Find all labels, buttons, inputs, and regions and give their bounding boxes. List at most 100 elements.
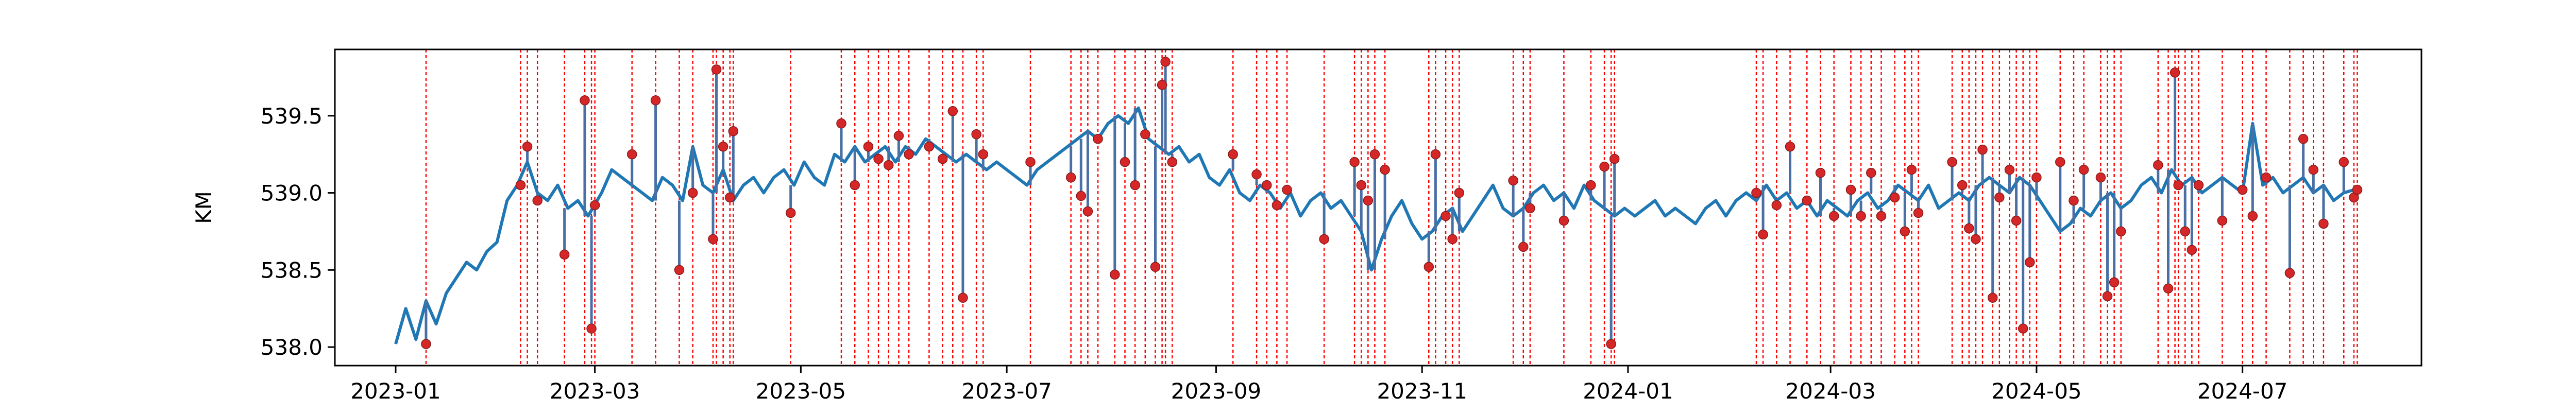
event-marker (1262, 181, 1272, 190)
event-marker (1610, 154, 1619, 164)
x-tick-label: 2023-01 (350, 378, 441, 404)
event-marker (1441, 211, 1450, 220)
event-marker (523, 142, 532, 151)
event-marker (1914, 208, 1923, 217)
event-marker (1161, 57, 1170, 66)
event-marker (1083, 206, 1092, 216)
event-marker (1947, 158, 1957, 167)
event-marker (1988, 293, 1997, 302)
y-tick-label: 539.0 (261, 181, 323, 206)
event-marker (2299, 134, 2308, 144)
x-tick-label: 2023-11 (1377, 378, 1467, 404)
event-marker (1867, 168, 1876, 178)
event-marker (1600, 162, 1609, 171)
event-marker (2174, 181, 2183, 190)
event-marker (1971, 234, 1980, 244)
x-tick-label: 2023-05 (756, 378, 846, 404)
event-marker (1964, 223, 1974, 233)
event-marker (1282, 185, 1292, 195)
event-marker (2319, 219, 2328, 228)
event-marker (2238, 185, 2247, 195)
event-marker (2285, 268, 2294, 278)
event-marker (580, 96, 589, 105)
x-tick-label: 2024-05 (1991, 378, 2082, 404)
event-marker (2116, 227, 2126, 236)
event-marker (1900, 227, 1909, 236)
event-marker (850, 181, 859, 190)
event-marker (728, 127, 738, 136)
event-marker (1370, 150, 1379, 159)
y-tick-label: 538.5 (261, 257, 323, 283)
event-marker (863, 142, 873, 151)
event-marker (972, 130, 981, 139)
event-marker (628, 150, 637, 159)
event-marker (1252, 170, 1261, 179)
event-marker (1272, 201, 1281, 210)
event-marker (725, 193, 735, 202)
event-marker (938, 154, 947, 164)
event-marker (1829, 211, 1839, 220)
x-tick-label: 2024-07 (2197, 378, 2288, 404)
event-marker (2187, 245, 2196, 254)
event-marker (1120, 158, 1129, 167)
event-marker (533, 196, 542, 205)
event-marker (1559, 216, 1568, 225)
event-marker (924, 142, 934, 151)
event-marker (2309, 165, 2318, 175)
event-marker (1758, 230, 1768, 239)
event-marker (1856, 211, 1866, 220)
event-marker (2154, 161, 2163, 170)
event-marker (1509, 176, 1518, 185)
event-marker (1431, 150, 1440, 159)
event-marker (2019, 324, 2028, 333)
event-marker (2079, 165, 2089, 175)
event-marker (2217, 216, 2227, 225)
event-marker (786, 208, 795, 217)
event-marker (2012, 216, 2021, 225)
y-tick-label: 539.5 (261, 104, 323, 129)
x-tick-label: 2024-01 (1583, 378, 1673, 404)
event-marker (1424, 262, 1433, 271)
event-marker (708, 234, 718, 244)
event-marker (1526, 203, 1535, 213)
event-marker (2248, 211, 2257, 220)
event-marker (1876, 211, 1886, 220)
event-marker (1772, 201, 1781, 210)
event-marker (978, 150, 988, 159)
event-marker (590, 201, 600, 210)
event-marker (1026, 158, 1035, 167)
x-tick-label: 2023-03 (550, 378, 640, 404)
event-marker (1586, 181, 1596, 190)
event-marker (1076, 192, 1086, 201)
event-marker (1130, 181, 1140, 190)
event-marker (2171, 68, 2180, 77)
event-marker (2103, 291, 2112, 301)
event-marker (837, 119, 846, 128)
event-marker (884, 161, 893, 170)
event-marker (688, 188, 698, 198)
event-marker (958, 293, 968, 302)
event-marker (1786, 142, 1795, 151)
event-marker (1167, 158, 1177, 167)
event-marker (1363, 196, 1372, 205)
event-marker (1995, 193, 2004, 202)
event-marker (2352, 185, 2362, 195)
event-marker (904, 150, 913, 159)
event-marker (560, 250, 569, 259)
event-marker (2069, 196, 2078, 205)
event-marker (1380, 165, 1389, 175)
event-marker (1846, 185, 1855, 195)
event-marker (1958, 181, 1967, 190)
event-marker (421, 339, 431, 349)
event-marker (874, 154, 883, 164)
event-marker (1907, 165, 1916, 175)
event-marker (1158, 80, 1167, 90)
x-tick-label: 2024-03 (1785, 378, 1876, 404)
event-marker (1606, 339, 1616, 349)
event-marker (2005, 165, 2014, 175)
event-marker (1448, 234, 1457, 244)
event-marker (2339, 158, 2348, 167)
